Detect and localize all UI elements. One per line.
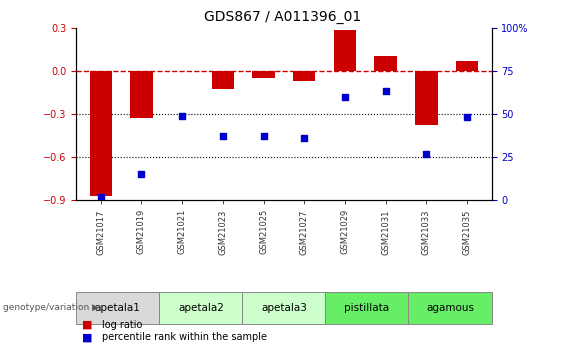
Text: GDS867 / A011396_01: GDS867 / A011396_01 — [204, 10, 361, 24]
Text: apetala3: apetala3 — [261, 303, 307, 313]
Bar — [130, 71, 153, 118]
Point — [300, 135, 309, 141]
Text: apetala2: apetala2 — [178, 303, 224, 313]
Text: pistillata: pistillata — [345, 303, 389, 313]
Point — [463, 115, 472, 120]
Bar — [293, 71, 315, 81]
Point — [96, 194, 105, 199]
Bar — [375, 56, 397, 71]
Text: agamous: agamous — [426, 303, 474, 313]
Bar — [253, 71, 275, 78]
Point — [259, 134, 268, 139]
Bar — [89, 71, 112, 196]
Text: ■: ■ — [82, 333, 93, 342]
Bar — [415, 71, 438, 125]
Text: percentile rank within the sample: percentile rank within the sample — [102, 333, 267, 342]
Bar — [456, 61, 479, 71]
Point — [218, 134, 227, 139]
Text: log ratio: log ratio — [102, 320, 142, 330]
Point — [381, 89, 390, 94]
Point — [341, 94, 350, 99]
Point — [177, 113, 186, 118]
Bar — [212, 71, 234, 89]
Text: apetala1: apetala1 — [95, 303, 141, 313]
Text: ■: ■ — [82, 320, 93, 330]
Text: genotype/variation ▶: genotype/variation ▶ — [3, 303, 99, 313]
Point — [422, 151, 431, 156]
Bar — [334, 30, 356, 71]
Point — [137, 171, 146, 177]
